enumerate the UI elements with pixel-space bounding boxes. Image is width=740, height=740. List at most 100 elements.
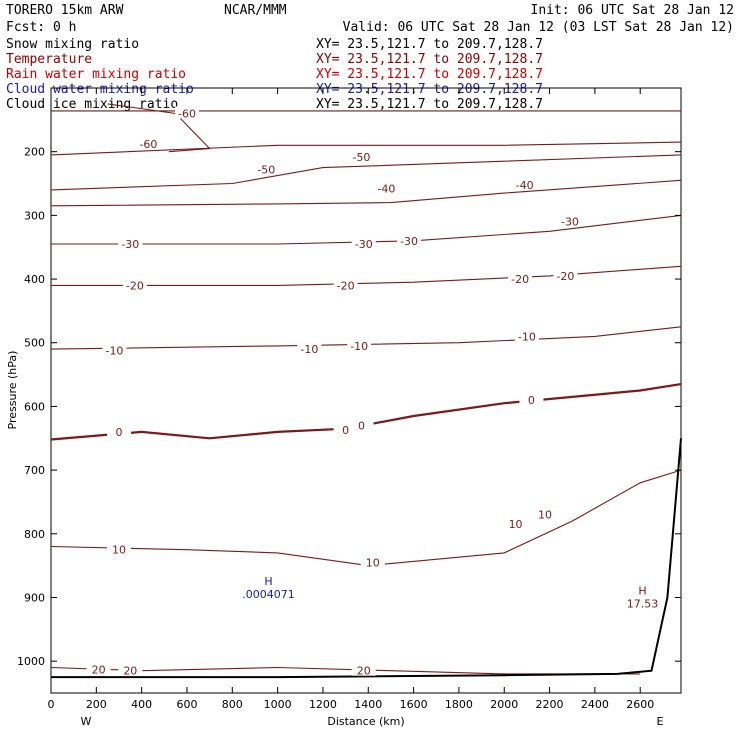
extreme-symbol: H bbox=[638, 585, 646, 598]
extreme-value: 17.53 bbox=[627, 598, 659, 611]
contour-label: 10 bbox=[509, 518, 523, 531]
model-title: TORERO 15km ARW bbox=[6, 3, 124, 18]
extreme-symbol: H bbox=[264, 575, 272, 588]
contour-label-bg bbox=[519, 393, 544, 406]
contour-label: 20 bbox=[92, 663, 106, 676]
field-name: Rain water mixing ratio bbox=[6, 67, 186, 82]
field-xy: XY= 23.5,121.7 to 209.7,128.7 bbox=[316, 67, 543, 82]
contour-label: -20 bbox=[337, 279, 355, 292]
contour-label-bg bbox=[512, 177, 537, 190]
contour-label-bg bbox=[508, 272, 533, 285]
contour-label-bg bbox=[351, 237, 376, 250]
init-time: Init: 06 UTC Sat 28 Jan 12 bbox=[531, 3, 735, 18]
x-tick-label: 1200 bbox=[309, 698, 337, 711]
contour-label-bg bbox=[557, 214, 582, 227]
forecast-hour: Fcst: 0 h bbox=[6, 20, 76, 35]
x-tick-label: 2600 bbox=[626, 698, 654, 711]
x-tick-label: 200 bbox=[86, 698, 107, 711]
x-tick-label: 1600 bbox=[400, 698, 428, 711]
isotherm-line bbox=[50, 141, 682, 156]
contour-label: 20 bbox=[123, 665, 137, 678]
contour-label: -60 bbox=[139, 138, 157, 151]
terrain-line bbox=[51, 438, 682, 679]
contour-label-bg bbox=[118, 237, 143, 250]
contour-label: 10 bbox=[366, 556, 380, 569]
contour-label-bg bbox=[297, 342, 322, 355]
contour-label: -60 bbox=[178, 107, 196, 120]
contour-label-bg bbox=[254, 162, 279, 175]
field-name: Temperature bbox=[6, 52, 92, 67]
contour-lines bbox=[50, 103, 682, 679]
isotherm-line bbox=[50, 179, 682, 207]
contour-label: -30 bbox=[121, 238, 139, 251]
valid-time: Valid: 06 UTC Sat 28 Jan 12 (03 LST Sat … bbox=[343, 20, 734, 35]
contour-label: -30 bbox=[561, 216, 579, 229]
contour-label: 0 bbox=[358, 420, 365, 433]
contour-label: -50 bbox=[257, 164, 275, 177]
contour-label: -10 bbox=[300, 343, 318, 356]
field-xy: XY= 23.5,121.7 to 209.7,128.7 bbox=[316, 82, 543, 97]
y-tick-label: 300 bbox=[24, 209, 45, 222]
x-tick-label: 0 bbox=[48, 698, 55, 711]
x-tick-label: 1400 bbox=[354, 698, 382, 711]
y-axis-label: Pressure (hPa) bbox=[6, 351, 19, 430]
field-xy: XY= 23.5,121.7 to 209.7,128.7 bbox=[316, 97, 543, 112]
y-tick-label: 1000 bbox=[17, 655, 45, 668]
isotherm-line bbox=[50, 469, 682, 567]
contour-label-bg bbox=[136, 137, 161, 150]
contour-label: -30 bbox=[355, 238, 373, 251]
y-tick-label: 200 bbox=[24, 146, 45, 159]
contour-label: -40 bbox=[377, 183, 395, 196]
contour-labels: -60 -60 -50 -50 -40 -40 -30 -30 -30 -30 -20 -20 -20 -… bbox=[86, 106, 582, 678]
contour-label-bg bbox=[360, 555, 385, 568]
contour-label-bg bbox=[347, 338, 372, 351]
x-tick-label: 1000 bbox=[264, 698, 292, 711]
field-legend: Snow mixing ratio XY= 23.5,121.7 to 209.7… bbox=[6, 37, 543, 112]
contour-label: 20 bbox=[357, 665, 371, 678]
field-name: Snow mixing ratio bbox=[6, 37, 139, 52]
contour-label: -40 bbox=[516, 179, 534, 192]
contour-label: -30 bbox=[400, 235, 418, 248]
y-tick-label: 900 bbox=[24, 591, 45, 604]
x-tick-label: 400 bbox=[131, 698, 152, 711]
contour-label-bg bbox=[349, 418, 374, 431]
contour-label-bg bbox=[106, 542, 131, 555]
isotherm-line bbox=[51, 265, 682, 286]
contour-label-bg bbox=[397, 233, 422, 246]
east-label: E bbox=[657, 715, 664, 728]
plot-frame bbox=[50, 87, 682, 694]
contour-label-bg bbox=[86, 662, 111, 675]
x-tick-label: 2000 bbox=[490, 698, 518, 711]
isotherm-line bbox=[50, 383, 682, 441]
x-tick-label: 800 bbox=[222, 698, 243, 711]
isotherm-line bbox=[50, 326, 682, 350]
west-label: W bbox=[81, 715, 92, 728]
contour-label-bg bbox=[374, 181, 399, 194]
annotations: H.0004071 H17.53 bbox=[242, 575, 658, 611]
contour-label-bg bbox=[174, 106, 199, 119]
y-tick-label: 600 bbox=[24, 400, 45, 413]
y-tick-label: 700 bbox=[24, 464, 45, 477]
x-axis-label: Distance (km) bbox=[327, 715, 404, 728]
contour-label-bg bbox=[122, 278, 147, 291]
contour-label-bg bbox=[102, 343, 127, 356]
x-tick-label: 600 bbox=[176, 698, 197, 711]
contour-label-bg bbox=[553, 268, 578, 281]
contour-label: 0 bbox=[528, 394, 535, 407]
contour-label: -10 bbox=[350, 340, 368, 353]
field-xy: XY= 23.5,121.7 to 209.7,128.7 bbox=[316, 37, 543, 52]
contour-label-bg bbox=[351, 663, 376, 676]
contour-label: -20 bbox=[126, 279, 144, 292]
contour-label: 0 bbox=[342, 424, 349, 437]
contour-label: 10 bbox=[112, 544, 126, 557]
contour-label-bg bbox=[514, 329, 539, 342]
contour-label-bg bbox=[106, 424, 131, 437]
x-tick-label: 2400 bbox=[581, 698, 609, 711]
contour-label-bg bbox=[118, 663, 143, 676]
contour-label-bg bbox=[503, 517, 528, 530]
field-xy: XY= 23.5,121.7 to 209.7,128.7 bbox=[316, 52, 543, 67]
contour-label: -50 bbox=[352, 151, 370, 164]
y-tick-label: 500 bbox=[24, 337, 45, 350]
